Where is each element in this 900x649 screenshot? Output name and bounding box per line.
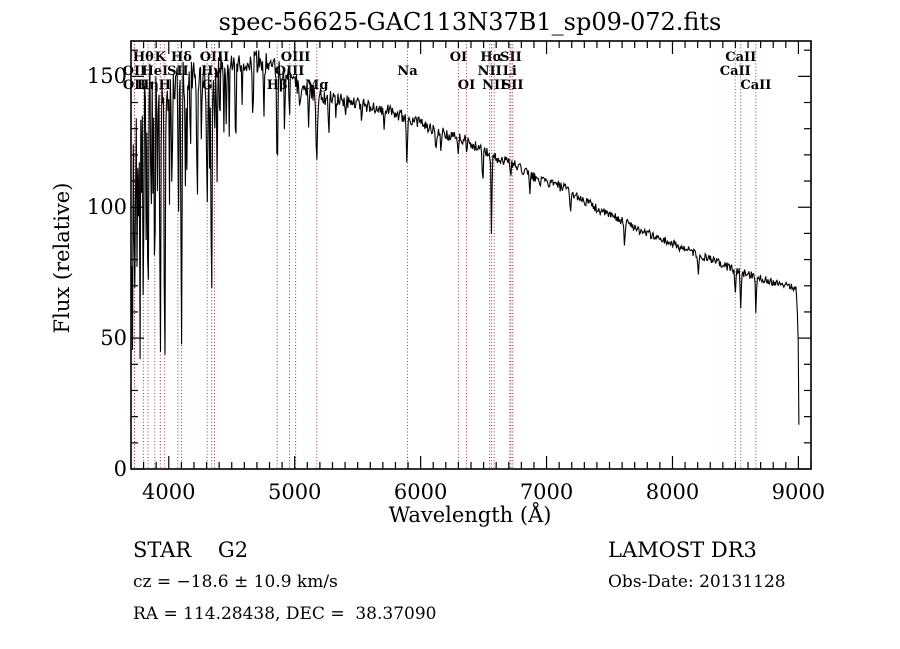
spectral-line-label: SII [500, 50, 522, 65]
spectral-line-label: HeI [141, 64, 169, 79]
spectral-line-label: Na [397, 64, 418, 79]
y-tick-label: 0 [113, 457, 127, 481]
y-tick-label: 50 [100, 326, 127, 351]
spectral-line-label: Hδ [171, 50, 192, 65]
spectral-line-label: H [158, 78, 171, 93]
spectral-line-label: Hη [137, 78, 159, 93]
spectral-line-label: Mg [304, 78, 329, 93]
spectral-line-label: Hθ [132, 50, 154, 65]
spectral-line-label: CaII [740, 78, 772, 93]
x-tick-label: 9000 [771, 480, 826, 504]
spectral-line-label: SII [167, 64, 189, 79]
spectral-line-label: Li [502, 64, 517, 79]
spectral-line-label: OIII [280, 50, 311, 65]
x-tick-label: 8000 [645, 480, 700, 504]
spectral-line-label: SII [501, 78, 524, 93]
y-tick-label: 100 [86, 195, 127, 220]
x-tick-label: 6000 [393, 480, 448, 504]
spectral-line-label: Hγ [201, 64, 223, 79]
x-tick-label: 5000 [267, 480, 322, 504]
spectral-line-label: K [154, 50, 166, 65]
spectral-line-label: Hβ [266, 78, 288, 93]
spectral-line-label: OIII [199, 50, 230, 65]
spectral-line-label: CaII [725, 50, 757, 65]
x-tick-label: 7000 [519, 480, 574, 504]
spectral-line-label: OI [449, 50, 468, 65]
x-tick-label: 4000 [142, 480, 196, 504]
spectral-line-label: CaII [719, 64, 751, 79]
spectral-line-label: G [201, 78, 213, 93]
y-tick-label: 150 [86, 64, 127, 89]
spectral-line-label: NII [477, 64, 502, 79]
spectral-line-label: OI [457, 78, 476, 93]
spectral-line-label: OIII [274, 64, 305, 79]
